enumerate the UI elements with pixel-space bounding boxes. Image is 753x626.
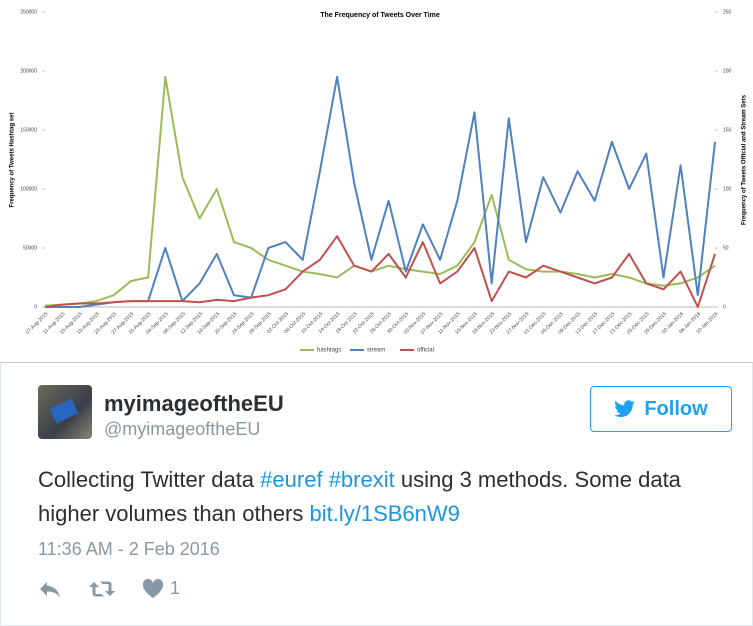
text: Collecting Twitter data	[38, 467, 255, 492]
timestamp[interactable]: 11:36 AM - 2 Feb 2016	[38, 539, 220, 559]
legend-label: hashtags	[317, 348, 341, 354]
actions: 1	[38, 578, 180, 599]
follow-button[interactable]: Follow	[590, 386, 732, 432]
y-tick-label: 150000	[20, 127, 37, 133]
like-group[interactable]: 1	[142, 578, 180, 599]
y-tick-label: 100000	[20, 186, 37, 192]
chart-title: The Frequency of Tweets Over Time	[320, 12, 440, 19]
bird-icon	[614, 400, 636, 418]
avatar[interactable]	[38, 385, 92, 439]
follow-label: Follow	[644, 397, 708, 420]
chart: The Frequency of Tweets Over Time Freque…	[0, 0, 753, 362]
user-name[interactable]: myimageoftheEU	[104, 391, 284, 416]
y-tick-label: 250000	[20, 9, 37, 15]
like-count: 1	[170, 578, 181, 598]
hashtag[interactable]: #euref	[260, 467, 323, 492]
y2-tick-label: 150	[723, 127, 732, 133]
y2-tick-label: 250	[723, 9, 732, 15]
y-tick-label: 0	[34, 304, 37, 310]
y2-axis-label: Frequency of Tweets Official and Stream …	[742, 94, 748, 225]
retweet-icon[interactable]	[88, 579, 116, 599]
y-axis-label: Frequency of Tweets Hashtag set	[10, 113, 16, 208]
data-line	[44, 235, 716, 308]
hashtag[interactable]: #brexit	[328, 467, 395, 492]
data-line	[44, 75, 716, 307]
y-tick-label: 50000	[23, 245, 37, 251]
y2-tick-label: 0	[723, 304, 726, 310]
data-line	[45, 75, 716, 308]
tweet-text: Collecting Twitter data #euref #brexit u…	[38, 463, 718, 531]
chart-background	[0, 0, 753, 362]
y2-tick-label: 100	[723, 186, 732, 192]
tweet-card: myimageoftheEU @myimageoftheEU Follow Co…	[0, 362, 753, 626]
link[interactable]: bit.ly/1SB6nW9	[309, 501, 460, 526]
legend-label: official	[417, 348, 434, 354]
like-icon[interactable]	[142, 578, 164, 599]
reply-icon[interactable]	[38, 579, 62, 599]
y2-tick-label: 50	[723, 245, 729, 251]
legend-label: stream	[367, 348, 385, 354]
user-handle[interactable]: @myimageoftheEU	[104, 419, 261, 439]
y2-tick-label: 200	[723, 68, 732, 74]
text: using 3 methods. Some data higher volume…	[38, 467, 681, 526]
y-tick-label: 200000	[20, 68, 37, 74]
